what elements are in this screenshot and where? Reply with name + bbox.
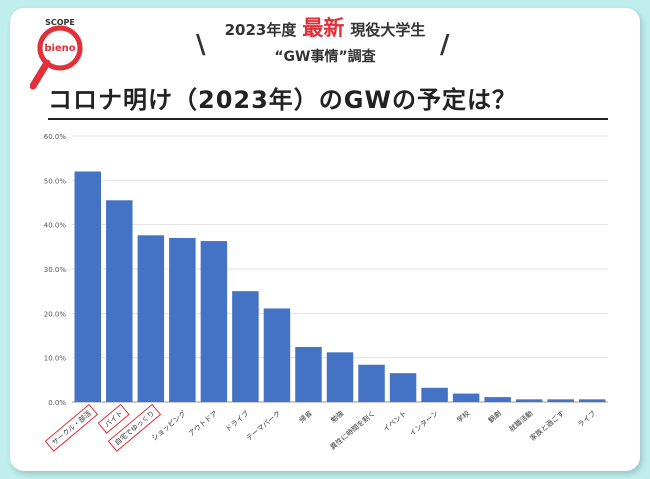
header-year: 2023年度 bbox=[224, 21, 297, 39]
x-tick-label: 帰省 bbox=[297, 409, 314, 425]
logo-name-text: bieno bbox=[44, 43, 75, 54]
x-tick-label: インターン bbox=[408, 409, 440, 438]
highlight-box bbox=[97, 403, 130, 434]
bieno-scope-logo: SCOPE bieno bbox=[30, 18, 83, 90]
bar bbox=[200, 241, 228, 402]
y-tick-label: 30.0% bbox=[44, 266, 67, 274]
header-subtitle: “GW事情”調査 bbox=[274, 49, 376, 65]
x-tick-label: 観劇 bbox=[486, 409, 503, 425]
header-accent: 最新 bbox=[302, 16, 345, 40]
highlight-box bbox=[44, 403, 99, 452]
x-tick-label: 就職活動 bbox=[507, 409, 534, 434]
bar bbox=[515, 399, 543, 402]
bar bbox=[547, 399, 574, 402]
bar bbox=[578, 399, 606, 402]
x-tick-label: イベント bbox=[382, 409, 409, 433]
x-tick-label: ショッピング bbox=[150, 409, 188, 443]
bar bbox=[358, 364, 385, 402]
bar bbox=[452, 393, 480, 402]
x-tick-label: バイト bbox=[103, 409, 124, 429]
bar bbox=[263, 308, 291, 402]
bar bbox=[326, 352, 354, 402]
y-tick-label: 60.0% bbox=[44, 133, 67, 141]
x-tick-label: 勉強 bbox=[329, 409, 346, 425]
bar bbox=[295, 347, 322, 402]
x-tick-label: 学校 bbox=[455, 409, 472, 425]
y-tick-label: 40.0% bbox=[44, 222, 67, 230]
chart-title: コロナ明け（2023年）のGWの予定は？ bbox=[48, 80, 608, 120]
bar bbox=[484, 397, 511, 402]
bar bbox=[74, 171, 102, 402]
header-audience: 現役大学生 bbox=[350, 21, 426, 39]
right-slash-decoration: / bbox=[440, 30, 450, 60]
x-tick-label: サークル・部活 bbox=[50, 409, 93, 447]
highlight-box bbox=[107, 403, 162, 452]
bar bbox=[389, 373, 417, 402]
bar bbox=[232, 291, 259, 402]
y-tick-label: 10.0% bbox=[44, 355, 67, 363]
y-tick-label: 50.0% bbox=[44, 177, 67, 185]
bar bbox=[137, 235, 165, 402]
header-line-1: 2023年度 最新 現役大学生 bbox=[0, 12, 650, 42]
logo-scope-text: SCOPE bbox=[45, 18, 75, 27]
y-tick-label: 0.0% bbox=[48, 399, 66, 407]
bar bbox=[106, 200, 133, 402]
x-tick-label: ライブ bbox=[576, 409, 598, 429]
left-slash-decoration: \ bbox=[196, 30, 206, 60]
y-tick-label: 20.0% bbox=[44, 310, 67, 318]
bar bbox=[169, 237, 196, 402]
bar bbox=[421, 387, 448, 402]
x-tick-label: アウトドア bbox=[187, 409, 219, 438]
x-tick-label: 家族と過ごす bbox=[528, 409, 566, 443]
x-tick-label: テーマパーク bbox=[245, 409, 282, 442]
x-tick-label: ドライブ bbox=[223, 409, 250, 434]
